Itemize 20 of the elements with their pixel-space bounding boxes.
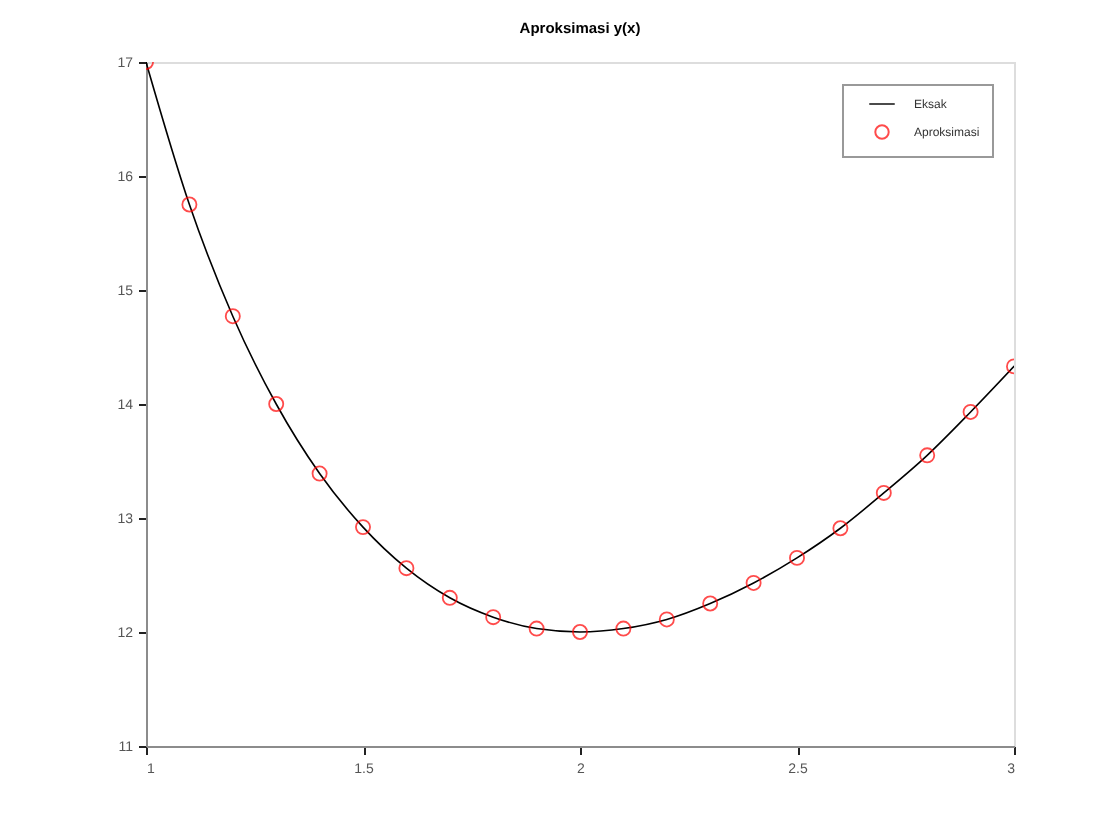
point bbox=[919, 447, 936, 464]
point bbox=[962, 404, 979, 420]
point bbox=[572, 624, 588, 640]
point bbox=[355, 519, 371, 536]
point bbox=[441, 589, 458, 606]
point bbox=[789, 549, 805, 566]
point bbox=[658, 611, 675, 628]
point bbox=[311, 465, 328, 482]
point bbox=[268, 396, 285, 412]
line-series bbox=[146, 62, 1014, 633]
point bbox=[615, 620, 632, 637]
point bbox=[398, 560, 415, 577]
point bbox=[875, 484, 892, 501]
point bbox=[832, 520, 849, 537]
point bbox=[745, 575, 762, 591]
point bbox=[528, 620, 545, 637]
point bbox=[181, 196, 198, 213]
point bbox=[702, 595, 719, 612]
point bbox=[224, 308, 241, 325]
point bbox=[485, 609, 502, 626]
